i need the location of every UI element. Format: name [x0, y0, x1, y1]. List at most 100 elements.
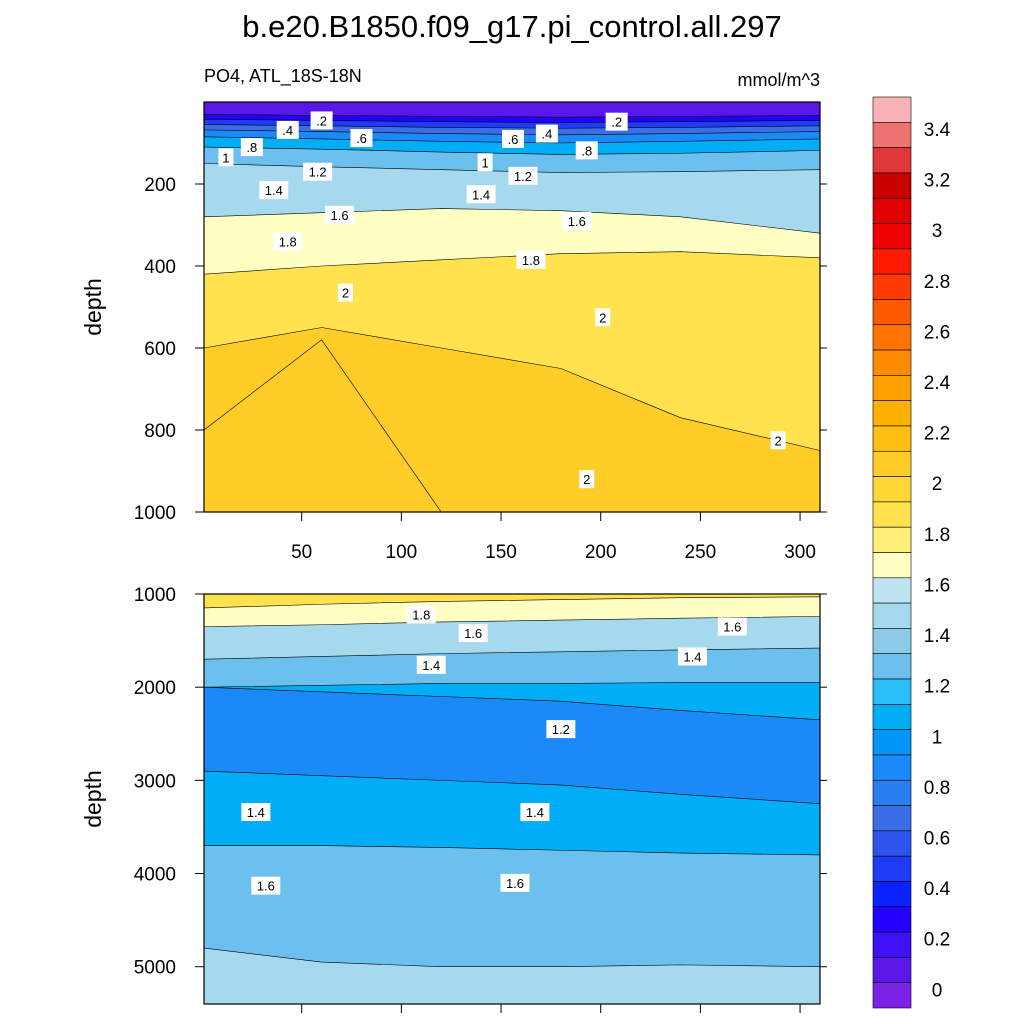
colorbar-box: [872, 729, 912, 756]
colorbar-box: [872, 248, 912, 275]
contour-line-1-8: [203, 616, 821, 627]
contour-label: 2: [338, 283, 354, 302]
contour-label-text: 1.6: [331, 208, 349, 223]
lower-panel-x-ticks: [301, 1004, 801, 1013]
variable-label: PO4, ATL_18S-18N: [204, 66, 362, 87]
y-tick-label: 2000: [134, 678, 176, 699]
colorbar-box: [872, 704, 912, 730]
colorbar-box: [872, 577, 912, 604]
colorbar-label: 3: [932, 221, 943, 242]
colorbar-box: [872, 754, 912, 781]
contour-label-text: 1.8: [412, 608, 430, 623]
contour-label-text: 1.2: [552, 722, 570, 737]
contour-label: 1: [477, 153, 493, 172]
contour-label: 1.2: [508, 166, 538, 185]
colorbar-box: [872, 957, 912, 983]
colorbar-label: 0.8: [924, 778, 950, 799]
colorbar-box: [872, 628, 912, 655]
contour-label-box: [677, 647, 707, 666]
contour-label: .2: [605, 112, 628, 131]
colorbar-box: [872, 678, 912, 705]
lower-panel-contour-lines: [203, 596, 821, 1005]
colorbar-box: [872, 526, 912, 553]
contour-label-text: 1.8: [522, 253, 540, 268]
contour-line-1-2: [204, 845, 821, 856]
colorbar-label: 0.2: [924, 930, 950, 951]
colorbar-labels: 0 0.2 0.4 0.6 0.8 1 1.2 1.4 1.6 1.8 2 2.2 2.4 2.6 2.8 3…: [924, 120, 951, 1001]
contour-label: .4: [535, 124, 558, 143]
contour-label: 2: [579, 470, 595, 489]
lower-panel: 1.8 1.6 1.6 1.4 1.4 1.2 1.4 1.4 1.6 1.6 1000 2000 3…: [80, 585, 827, 1013]
contour-label-box: [416, 655, 446, 674]
contour-line-1-6: [203, 208, 821, 234]
contour-label-box: [595, 308, 611, 327]
y-tick-label: 200: [144, 175, 176, 196]
contour-label-text: .2: [611, 115, 622, 130]
contour-label-text: 1.4: [526, 805, 544, 820]
colorbar-box: [872, 552, 912, 579]
upper-panel-y-ticks: 200 400 600 800 1000: [134, 175, 827, 524]
contour-label: 1.4: [520, 803, 550, 822]
colorbar-box: [872, 855, 912, 882]
y-tick-label: 3000: [134, 771, 176, 792]
colorbar-label: 1.6: [924, 575, 950, 596]
contour-label-text: 1.4: [265, 183, 283, 198]
contour-line-1: [203, 770, 821, 804]
colorbar-box: [872, 602, 912, 629]
contour-label-box: [516, 250, 546, 269]
y-tick-label: 4000: [134, 865, 176, 886]
upper-panel-contour-labels: .2.4.81.61.21.41.61.82.6.4.2.811.21.41.6…: [218, 111, 786, 489]
contour-label-text: 1.8: [279, 234, 297, 249]
upper-panel-x-ticks: 50 100 150 200 250 300: [291, 512, 816, 563]
colorbar-box: [872, 476, 912, 503]
colorbar-box: [872, 96, 912, 123]
contour-label-text: 2: [599, 310, 606, 325]
colorbar-label: 2.4: [924, 373, 951, 394]
x-tick-label: 300: [784, 542, 816, 563]
contour-label-box: [273, 232, 303, 251]
x-tick-label: 250: [685, 542, 717, 563]
contour-label-box: [575, 141, 598, 160]
x-tick-label: 100: [386, 542, 418, 563]
contour-label: .6: [350, 129, 373, 148]
y-tick-label: 800: [144, 421, 176, 442]
colorbar-box: [872, 349, 912, 376]
y-tick-label: 400: [144, 257, 176, 278]
contour-label-box: [458, 624, 488, 643]
lower-panel-ylabel: depth: [80, 770, 106, 828]
colorbar-label: 0.4: [924, 879, 951, 900]
contour-label: 2: [595, 308, 611, 327]
contour-label-text: 1.4: [683, 649, 701, 664]
contour-label-box: [535, 124, 558, 143]
contour-label-box: [325, 205, 355, 224]
contour-label-text: 1.2: [309, 165, 327, 180]
contour-line-0-6: [203, 124, 821, 129]
colorbar-box: [872, 450, 912, 477]
colorbar-box: [872, 501, 912, 528]
contour-label: 1.8: [273, 232, 303, 251]
colorbar-box: [872, 375, 912, 401]
colorbar-box: [872, 906, 912, 933]
contour-label-text: 2: [583, 472, 590, 487]
contour-label: 1.6: [717, 617, 747, 636]
colorbar-box: [872, 122, 912, 148]
lower-panel-frame: [203, 593, 821, 1005]
contour-label-box: [579, 470, 595, 489]
contour-label-text: 1.6: [464, 626, 482, 641]
contour-label-text: 1.6: [723, 620, 741, 635]
contour-line-0-2: [203, 114, 821, 118]
contour-label-text: 1.6: [568, 214, 586, 229]
lower-panel-y-ticks: 1000 2000 3000 4000 5000: [134, 585, 827, 979]
contour-label-text: 1.4: [422, 658, 440, 673]
contour-label-text: 1.6: [506, 876, 524, 891]
contour-label: 1.6: [458, 624, 488, 643]
x-tick-label: 150: [485, 542, 517, 563]
colorbar-box: [872, 147, 912, 174]
contour-label: .6: [501, 129, 524, 148]
upper-panel-ylabel: depth: [80, 278, 106, 336]
contour-line-0-4: [203, 118, 821, 123]
units-label: mmol/m^3: [738, 70, 820, 90]
contour-label-text: .8: [581, 143, 592, 158]
contour-label: 1.4: [241, 803, 271, 822]
upper-panel-frame: [203, 101, 821, 513]
